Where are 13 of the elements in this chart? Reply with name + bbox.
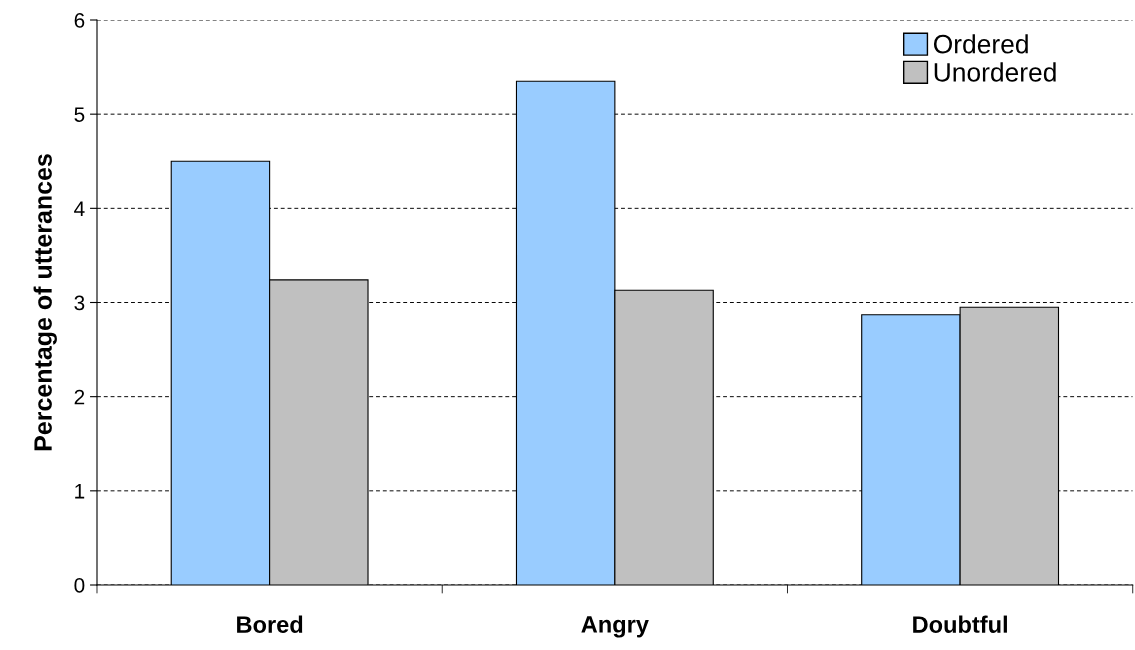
- y-tick-label: 5: [74, 107, 85, 122]
- y-tick-label: 2: [74, 389, 85, 405]
- x-tick-label: Bored: [237, 615, 303, 633]
- x-tick-label: Angry: [581, 616, 649, 638]
- x-tick-label: Doubtful: [913, 615, 1007, 633]
- y-tick-label: 0: [74, 578, 85, 593]
- y-axis-title: Percentage of utterances: [33, 154, 57, 451]
- legend-label: Ordered: [933, 34, 1028, 54]
- y-tick-label: 3: [74, 295, 85, 311]
- y-tick-label: 1: [75, 484, 85, 499]
- y-tick-label: 6: [74, 13, 85, 28]
- y-tick-label: 4: [74, 201, 85, 216]
- legend-label: Unordered: [934, 62, 1056, 82]
